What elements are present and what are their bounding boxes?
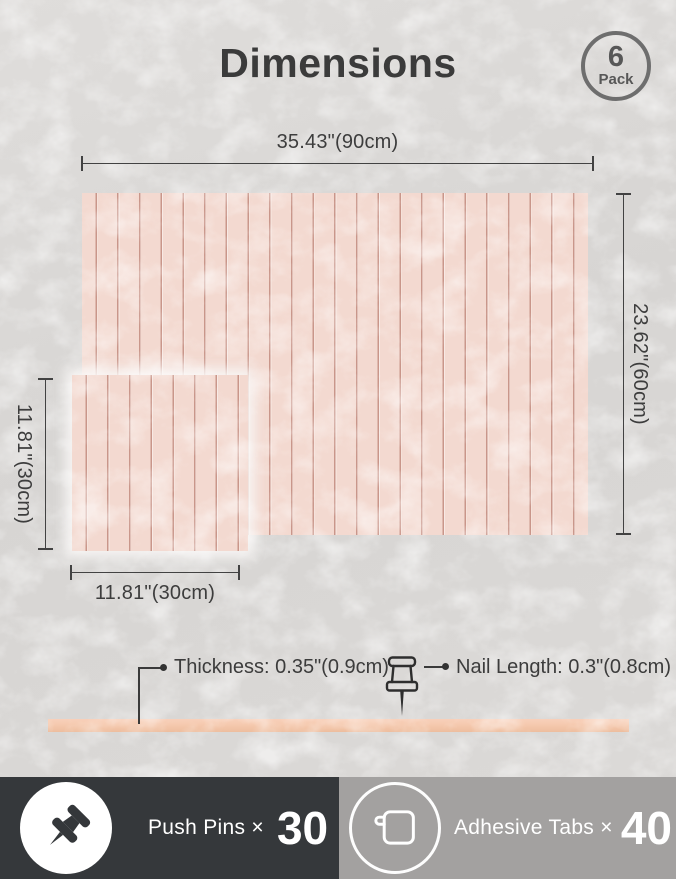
dim-cap	[592, 156, 594, 171]
small-panel	[72, 375, 248, 551]
pushpin-icon-circle	[20, 782, 112, 874]
small-width-dimension-line	[70, 565, 240, 580]
pack-badge: 6 Pack	[581, 31, 651, 101]
thickness-leader-line	[138, 667, 161, 669]
small-height-dimension-line	[38, 378, 53, 550]
pack-badge-unit: Pack	[598, 71, 634, 89]
push-pins-count: 30	[276, 802, 329, 854]
side-strip	[48, 719, 629, 732]
thickness-leader-line	[138, 668, 140, 724]
dim-cap	[238, 565, 240, 580]
pushpin-icon	[49, 804, 91, 845]
dim-cap	[616, 533, 631, 535]
nail-leader-line	[424, 666, 444, 668]
dim-line	[622, 195, 625, 533]
thickness-leader-dot	[160, 664, 167, 671]
push-pins-section: Push Pins × 30	[0, 777, 339, 879]
nail-length-label: Nail Length: 0.3"(0.8cm)	[456, 656, 671, 678]
dim-line	[72, 571, 238, 574]
small-height-label: 11.81"(30cm)	[13, 403, 35, 525]
push-pins-label: Push Pins ×	[148, 816, 264, 839]
adhesive-tab-icon	[374, 810, 415, 845]
adhesive-tabs-section: Adhesive Tabs × 40	[339, 777, 676, 879]
dim-line	[83, 162, 592, 165]
nail-leader-dot	[442, 663, 449, 670]
adhesive-tabs-count: 40	[620, 802, 672, 854]
pack-badge-count: 6	[607, 40, 625, 73]
dim-line	[44, 380, 47, 548]
thickness-label: Thickness: 0.35"(0.9cm)	[174, 656, 389, 678]
footer: Push Pins × 30 Adhesive Tabs × 40	[0, 777, 676, 879]
small-width-label: 11.81"(30cm)	[94, 582, 216, 604]
large-width-dimension-line	[81, 156, 594, 171]
adhesive-tab-icon-circle	[349, 782, 441, 874]
large-width-label: 35.43"(90cm)	[276, 131, 399, 153]
large-height-label: 23.62"(60cm)	[629, 303, 651, 425]
pushpin-outline-icon	[385, 656, 419, 716]
page-title: Dimensions	[219, 40, 457, 86]
dim-cap	[38, 548, 53, 550]
adhesive-tabs-label: Adhesive Tabs ×	[454, 816, 613, 839]
